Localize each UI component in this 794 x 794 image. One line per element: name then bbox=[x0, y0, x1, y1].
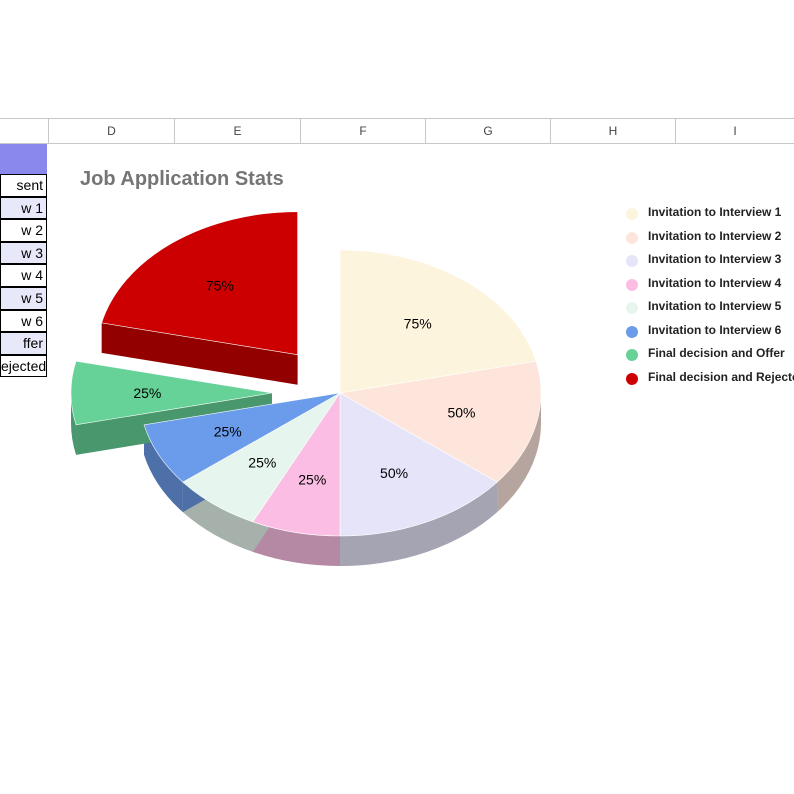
column-header-g[interactable]: G bbox=[425, 119, 550, 143]
column-header-f[interactable]: F bbox=[300, 119, 425, 143]
sheet-cell[interactable]: w 4 bbox=[0, 264, 47, 287]
sheet-cell[interactable]: w 3 bbox=[0, 241, 47, 265]
sheet-cell[interactable]: w 2 bbox=[0, 219, 47, 242]
legend-label: Invitation to Interview 4 bbox=[648, 275, 782, 290]
slice-wall bbox=[252, 521, 340, 566]
legend-item[interactable]: Invitation to Interview 3 bbox=[626, 249, 794, 273]
legend-swatch bbox=[626, 231, 638, 244]
sheet-cell[interactable]: ffer bbox=[0, 332, 47, 355]
slice-data-label: 25% bbox=[214, 423, 242, 439]
slice-data-label: 25% bbox=[133, 385, 161, 401]
sheet-cell[interactable] bbox=[0, 144, 47, 174]
legend-item[interactable]: Final decision and Rejected bbox=[626, 367, 794, 391]
legend-swatch bbox=[626, 208, 638, 220]
legend-label: Invitation to Interview 3 bbox=[648, 252, 782, 266]
legend-label: Invitation to Interview 1 bbox=[648, 205, 782, 219]
legend-label: Invitation to Interview 5 bbox=[648, 299, 782, 313]
slice-data-label: 75% bbox=[206, 277, 234, 293]
pie-slice[interactable] bbox=[70, 360, 273, 426]
legend-item[interactable]: Invitation to Interview 5 bbox=[626, 296, 794, 320]
pie-slice[interactable] bbox=[339, 360, 542, 483]
legend-swatch bbox=[626, 372, 638, 385]
legend-swatch bbox=[626, 278, 638, 291]
pie-slice[interactable] bbox=[339, 392, 498, 537]
column-header-h[interactable]: H bbox=[550, 119, 675, 143]
chart-title: Job Application Stats bbox=[80, 168, 284, 190]
legend-item[interactable]: Invitation to Interview 4 bbox=[626, 273, 794, 297]
slice-data-label: 25% bbox=[248, 454, 276, 470]
legend-swatch bbox=[626, 325, 638, 338]
legend-label: Final decision and Rejected bbox=[648, 369, 794, 384]
slice-data-label: 50% bbox=[380, 465, 408, 481]
pie-slice[interactable] bbox=[143, 392, 341, 483]
slice-wall bbox=[144, 424, 183, 513]
column-header-row bbox=[0, 118, 794, 144]
sheet-cell[interactable]: w 1 bbox=[0, 196, 47, 220]
pie-slice[interactable] bbox=[339, 249, 537, 394]
slice-data-label: 75% bbox=[404, 316, 432, 332]
legend-item[interactable]: Invitation to Interview 2 bbox=[626, 226, 794, 250]
legend-swatch bbox=[626, 302, 638, 314]
slice-wall bbox=[71, 393, 77, 455]
slice-wall bbox=[497, 393, 541, 513]
slice-data-label: 25% bbox=[298, 471, 326, 487]
column-header-i[interactable]: I bbox=[675, 119, 794, 143]
sheet-cell[interactable]: w 5 bbox=[0, 287, 47, 310]
sheet-cell[interactable]: ejected bbox=[0, 354, 47, 378]
pie-labels: 75% 50% 50% 25% 25% 25% 25% 75% bbox=[133, 277, 475, 487]
legend-label: Final decision and Offer bbox=[648, 346, 785, 360]
pie-tops bbox=[70, 211, 542, 537]
legend-swatch bbox=[626, 349, 638, 361]
slice-data-label: 50% bbox=[447, 405, 475, 421]
legend-label: Invitation to Interview 6 bbox=[648, 322, 782, 337]
slice-wall bbox=[340, 482, 498, 566]
slice-side bbox=[101, 322, 298, 385]
legend-swatch bbox=[626, 255, 638, 267]
sheet-cell[interactable]: w 6 bbox=[0, 309, 47, 333]
chart-legend: Invitation to Interview 1 Invitation to I… bbox=[626, 202, 794, 390]
legend-item[interactable]: Final decision and Offer bbox=[626, 343, 794, 367]
legend-label: Invitation to Interview 2 bbox=[648, 228, 782, 243]
legend-item[interactable]: Invitation to Interview 1 bbox=[626, 202, 794, 226]
column-header-d[interactable]: D bbox=[48, 119, 174, 143]
column-header-e[interactable]: E bbox=[174, 119, 300, 143]
pie-slice[interactable] bbox=[101, 211, 298, 356]
legend-item[interactable]: Invitation to Interview 6 bbox=[626, 320, 794, 344]
sheet-cell[interactable]: sent bbox=[0, 174, 47, 197]
